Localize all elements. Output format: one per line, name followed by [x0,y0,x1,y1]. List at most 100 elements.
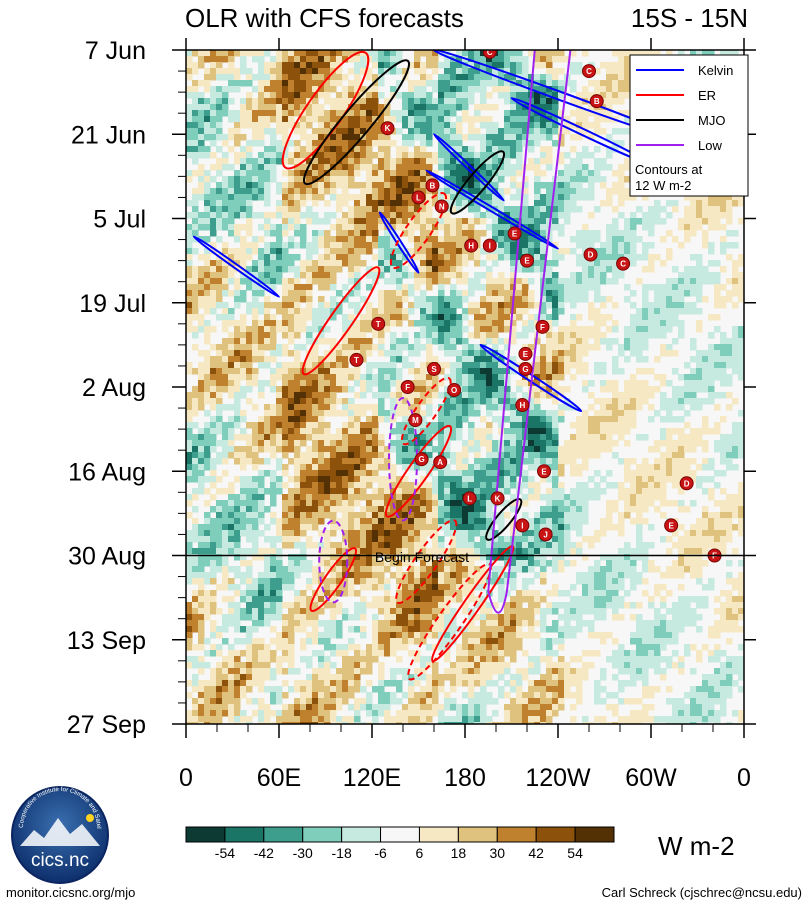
olr-cell [192,296,199,303]
olr-cell [546,476,553,483]
olr-cell [360,128,367,135]
olr-cell [282,200,289,207]
olr-cell [540,218,547,225]
olr-cell [426,374,433,381]
olr-cell [630,386,637,393]
olr-cell [300,398,307,405]
olr-cell [366,164,373,171]
olr-cell [348,350,355,357]
olr-cell [426,404,433,411]
olr-cell [630,344,637,351]
olr-cell [618,140,625,147]
olr-cell [468,56,475,63]
olr-cell [594,80,601,87]
olr-cell [546,332,553,339]
olr-cell [618,74,625,81]
olr-cell [594,284,601,291]
olr-cell [684,374,691,381]
olr-cell [282,266,289,273]
olr-cell [588,230,595,237]
olr-cell [474,476,481,483]
olr-cell [588,326,595,333]
olr-cell [534,140,541,147]
olr-cell [318,50,325,57]
olr-cell [282,482,289,489]
olr-cell [456,176,463,183]
olr-cell [540,290,547,297]
olr-cell [462,344,469,351]
olr-cell [384,116,391,123]
olr-cell [702,236,709,243]
olr-cell [330,86,337,93]
olr-cell [450,224,457,231]
olr-cell [216,428,223,435]
olr-cell [186,392,193,399]
olr-cell [240,314,247,321]
olr-cell [540,308,547,315]
olr-cell [312,218,319,225]
olr-cell [714,194,721,201]
olr-cell [282,116,289,123]
olr-cell [444,410,451,417]
olr-cell [570,188,577,195]
olr-cell [684,236,691,243]
olr-cell [684,434,691,441]
olr-cell [498,320,505,327]
olr-cell [234,194,241,201]
olr-cell [462,446,469,453]
olr-cell [636,380,643,387]
olr-cell [306,476,313,483]
olr-cell [360,392,367,399]
olr-cell [408,398,415,405]
olr-cell [480,188,487,195]
olr-cell [348,218,355,225]
olr-cell [492,128,499,135]
olr-cell [240,68,247,75]
olr-cell [390,236,397,243]
olr-cell [690,224,697,231]
olr-cell [582,224,589,231]
olr-cell [522,242,529,249]
olr-cell [396,188,403,195]
olr-cell [366,422,373,429]
olr-cell [324,272,331,279]
olr-cell [234,434,241,441]
olr-cell [456,464,463,471]
olr-cell [600,476,607,483]
olr-cell [408,284,415,291]
olr-cell [654,206,661,213]
olr-cell [378,56,385,63]
olr-cell [618,230,625,237]
olr-cell [276,428,283,435]
olr-cell [672,266,679,273]
olr-cell [396,386,403,393]
olr-cell [204,338,211,345]
olr-cell [348,254,355,261]
olr-cell [522,218,529,225]
olr-cell [276,92,283,99]
olr-cell [396,92,403,99]
olr-cell [504,404,511,411]
olr-cell [360,92,367,99]
olr-cell [204,248,211,255]
olr-cell [294,446,301,453]
olr-cell [324,62,331,69]
olr-cell [324,302,331,309]
olr-cell [552,440,559,447]
olr-cell [432,272,439,279]
olr-cell [300,116,307,123]
olr-cell [378,392,385,399]
olr-cell [576,116,583,123]
olr-cell [186,464,193,471]
olr-cell [258,356,265,363]
olr-cell [576,440,583,447]
olr-cell [600,242,607,249]
olr-cell [288,80,295,87]
olr-cell [306,134,313,141]
olr-cell [348,428,355,435]
olr-cell [246,74,253,81]
olr-cell [498,80,505,87]
olr-cell [204,278,211,285]
olr-cell [480,332,487,339]
olr-cell [402,164,409,171]
